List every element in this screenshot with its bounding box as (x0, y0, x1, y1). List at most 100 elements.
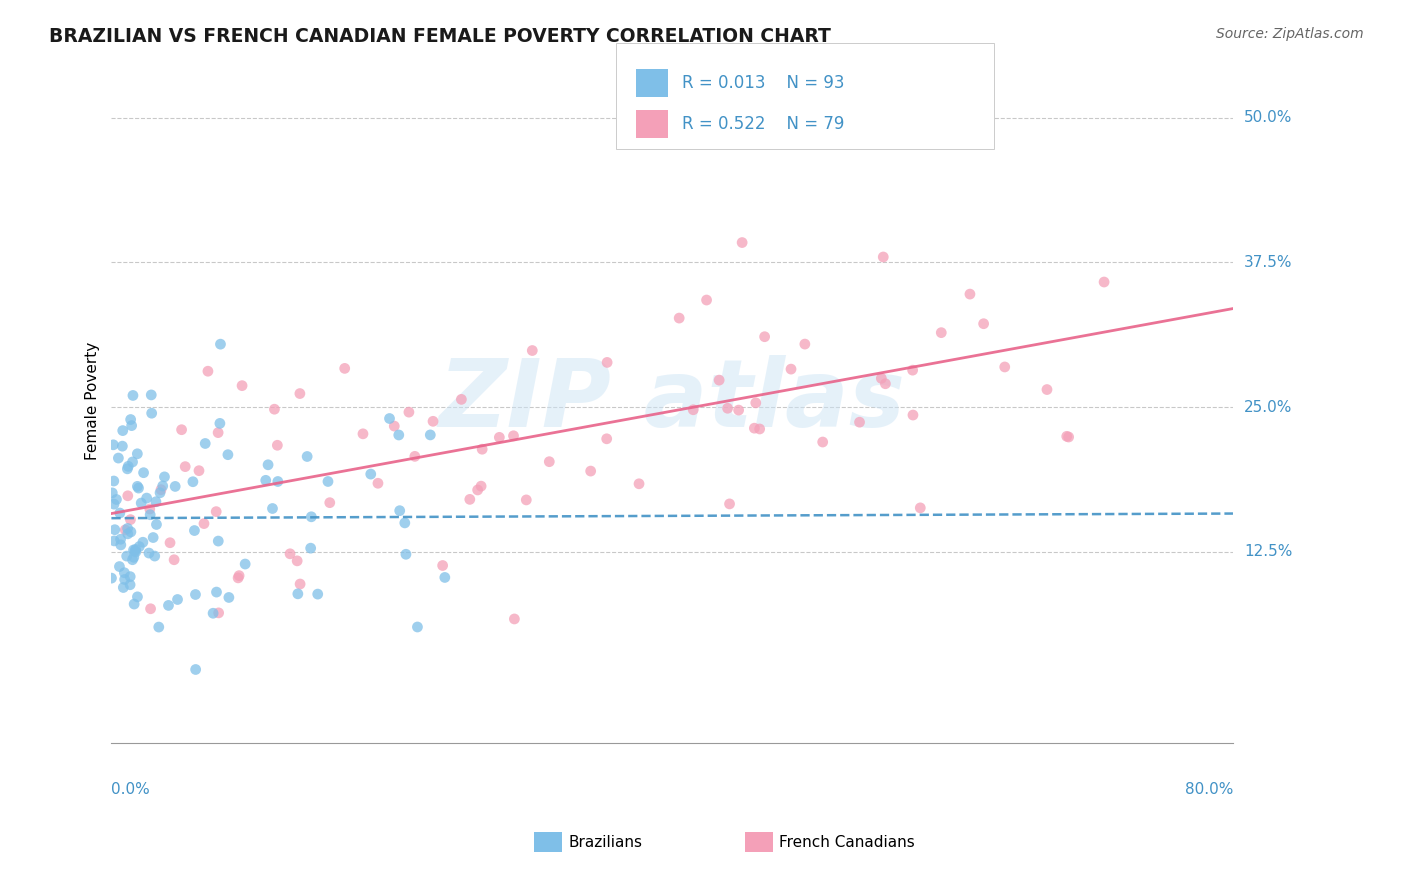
Point (419, 428, 441, 442)
Point (388, 428, 411, 442)
Point (628, 476, 651, 491)
Point (105, 492, 128, 507)
Text: Source: ZipAtlas.com: Source: ZipAtlas.com (1216, 27, 1364, 41)
Point (108, 559, 131, 574)
Point (184, 587, 207, 601)
Point (122, 597, 145, 611)
Point (316, 475, 339, 489)
Point (266, 438, 288, 452)
Point (994, 359, 1017, 374)
Point (218, 591, 240, 605)
Text: 80.0%: 80.0% (1185, 781, 1233, 797)
Point (404, 450, 426, 464)
Point (207, 534, 229, 549)
Point (872, 250, 894, 264)
Point (149, 485, 172, 500)
Point (115, 549, 138, 563)
Text: R = 0.013    N = 93: R = 0.013 N = 93 (682, 74, 845, 92)
Point (127, 447, 149, 461)
Point (226, 571, 249, 585)
Point (278, 547, 301, 561)
Point (103, 438, 125, 452)
Point (145, 517, 167, 532)
Point (103, 497, 125, 511)
Point (406, 620, 429, 634)
Point (104, 523, 127, 537)
Point (138, 546, 160, 560)
Point (142, 531, 165, 545)
Point (103, 533, 125, 548)
Point (352, 426, 374, 441)
Point (205, 505, 228, 519)
Point (117, 521, 139, 535)
Point (117, 459, 139, 474)
Point (522, 343, 544, 358)
Point (811, 435, 834, 450)
Point (696, 293, 718, 307)
Point (288, 577, 311, 591)
Point (141, 406, 163, 420)
Point (117, 526, 139, 541)
Point (181, 475, 204, 489)
Point (188, 464, 211, 478)
Point (141, 388, 163, 402)
Point (707, 373, 730, 387)
Point (929, 326, 952, 340)
Point (205, 585, 228, 599)
Text: Brazilians: Brazilians (568, 835, 643, 849)
Point (1036, 383, 1059, 397)
Text: R = 0.522    N = 79: R = 0.522 N = 79 (682, 115, 844, 133)
Point (731, 235, 754, 250)
Point (207, 606, 229, 620)
Point (596, 355, 619, 369)
Point (910, 500, 932, 515)
Point (538, 455, 561, 469)
Point (432, 558, 454, 573)
Point (471, 442, 494, 457)
Point (394, 516, 416, 530)
Point (128, 481, 150, 495)
Point (1092, 275, 1115, 289)
Point (193, 516, 215, 531)
Point (139, 601, 162, 615)
Point (267, 475, 290, 489)
Point (780, 362, 803, 376)
Point (208, 417, 231, 431)
Point (163, 553, 186, 567)
Point (143, 549, 166, 563)
Text: BRAZILIAN VS FRENCH CANADIAN FEMALE POVERTY CORRELATION CHART: BRAZILIAN VS FRENCH CANADIAN FEMALE POVE… (49, 27, 831, 45)
Point (793, 337, 815, 351)
Point (378, 411, 401, 425)
Point (319, 496, 342, 510)
Point (114, 523, 136, 537)
Point (125, 542, 148, 557)
Point (262, 501, 284, 516)
Point (174, 459, 197, 474)
Point (112, 581, 135, 595)
Text: ZIP atlas: ZIP atlas (439, 355, 905, 447)
Point (682, 402, 704, 417)
Point (166, 592, 188, 607)
Point (748, 422, 770, 436)
Point (120, 569, 142, 583)
Text: 37.5%: 37.5% (1244, 255, 1292, 269)
Point (502, 429, 524, 443)
Point (121, 552, 143, 566)
Point (125, 545, 148, 559)
Point (450, 392, 472, 407)
Point (973, 317, 995, 331)
Point (122, 543, 145, 558)
Point (110, 533, 132, 547)
Point (209, 337, 232, 351)
Point (285, 554, 308, 568)
Point (263, 402, 285, 417)
Point (165, 479, 187, 493)
Point (875, 376, 897, 391)
Point (150, 483, 173, 497)
Point (596, 432, 619, 446)
Point (287, 587, 309, 601)
Point (148, 620, 170, 634)
Point (108, 506, 131, 520)
Text: 12.5%: 12.5% (1244, 544, 1292, 559)
Point (145, 494, 167, 508)
